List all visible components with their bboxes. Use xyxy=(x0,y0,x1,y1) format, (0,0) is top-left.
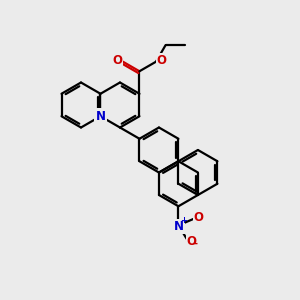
Text: +: + xyxy=(180,216,187,225)
Text: O: O xyxy=(156,54,166,67)
Text: N: N xyxy=(173,220,183,233)
Text: -: - xyxy=(194,238,198,249)
Text: O: O xyxy=(194,211,203,224)
Text: N: N xyxy=(95,110,106,123)
Text: O: O xyxy=(113,54,123,67)
Text: O: O xyxy=(186,235,196,248)
